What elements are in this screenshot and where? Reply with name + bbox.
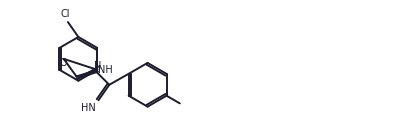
Text: HN: HN: [81, 103, 95, 113]
Text: NH: NH: [98, 65, 112, 75]
Text: O: O: [60, 58, 67, 68]
Text: N: N: [93, 61, 101, 71]
Text: Cl: Cl: [60, 9, 70, 19]
